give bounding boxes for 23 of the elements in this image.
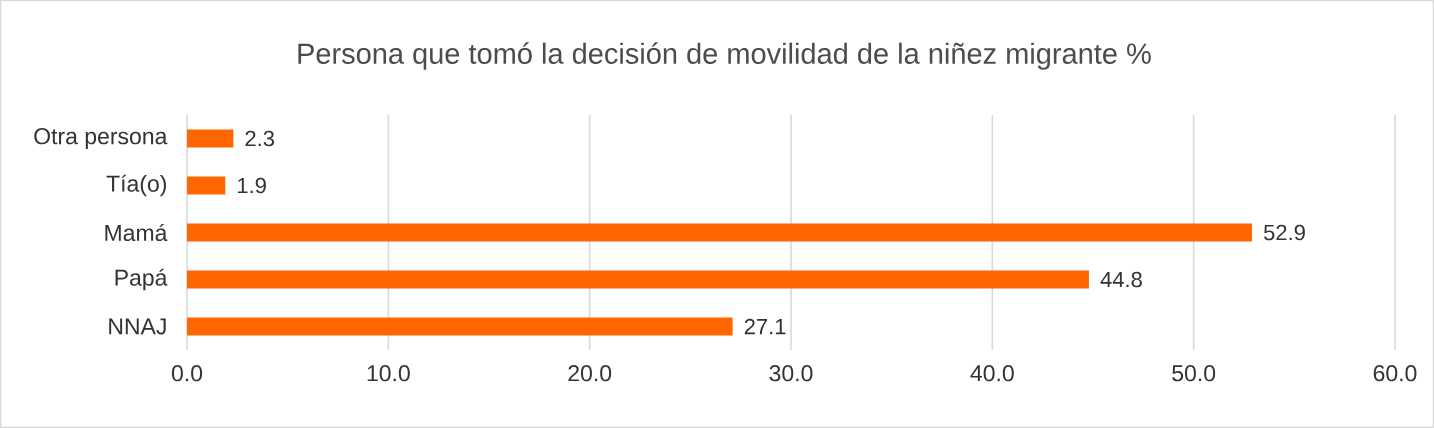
bar xyxy=(187,129,234,148)
x-tick-label: 50.0 xyxy=(1172,365,1216,382)
y-tick-label: Papá xyxy=(115,268,168,291)
chart-title: Persona que tomó la decisión de movilidad de la niñez migrante % xyxy=(298,42,1151,70)
y-tick-label: Otra persona xyxy=(34,128,168,149)
data-label: 1.9 xyxy=(238,177,266,194)
bar xyxy=(187,223,1253,242)
y-tick-label: Tía(o) xyxy=(106,174,166,197)
data-label: 44.8 xyxy=(1100,271,1142,288)
x-tick-label: 20.0 xyxy=(568,365,612,382)
x-tick-label: 0.0 xyxy=(171,365,203,382)
bar xyxy=(187,317,733,336)
bar xyxy=(187,270,1089,289)
x-tick-label: 60.0 xyxy=(1373,365,1417,382)
x-tick-label: 30.0 xyxy=(769,365,813,382)
y-tick-label: NNAJ xyxy=(109,318,166,335)
x-tick-label: 40.0 xyxy=(970,365,1014,382)
data-label: 2.3 xyxy=(245,130,274,147)
y-tick-label: Mamá xyxy=(105,223,168,242)
x-tick-label: 10.0 xyxy=(367,365,410,382)
data-label: 52.9 xyxy=(1263,224,1305,241)
bar xyxy=(187,176,226,195)
data-label: 27.1 xyxy=(744,318,786,335)
